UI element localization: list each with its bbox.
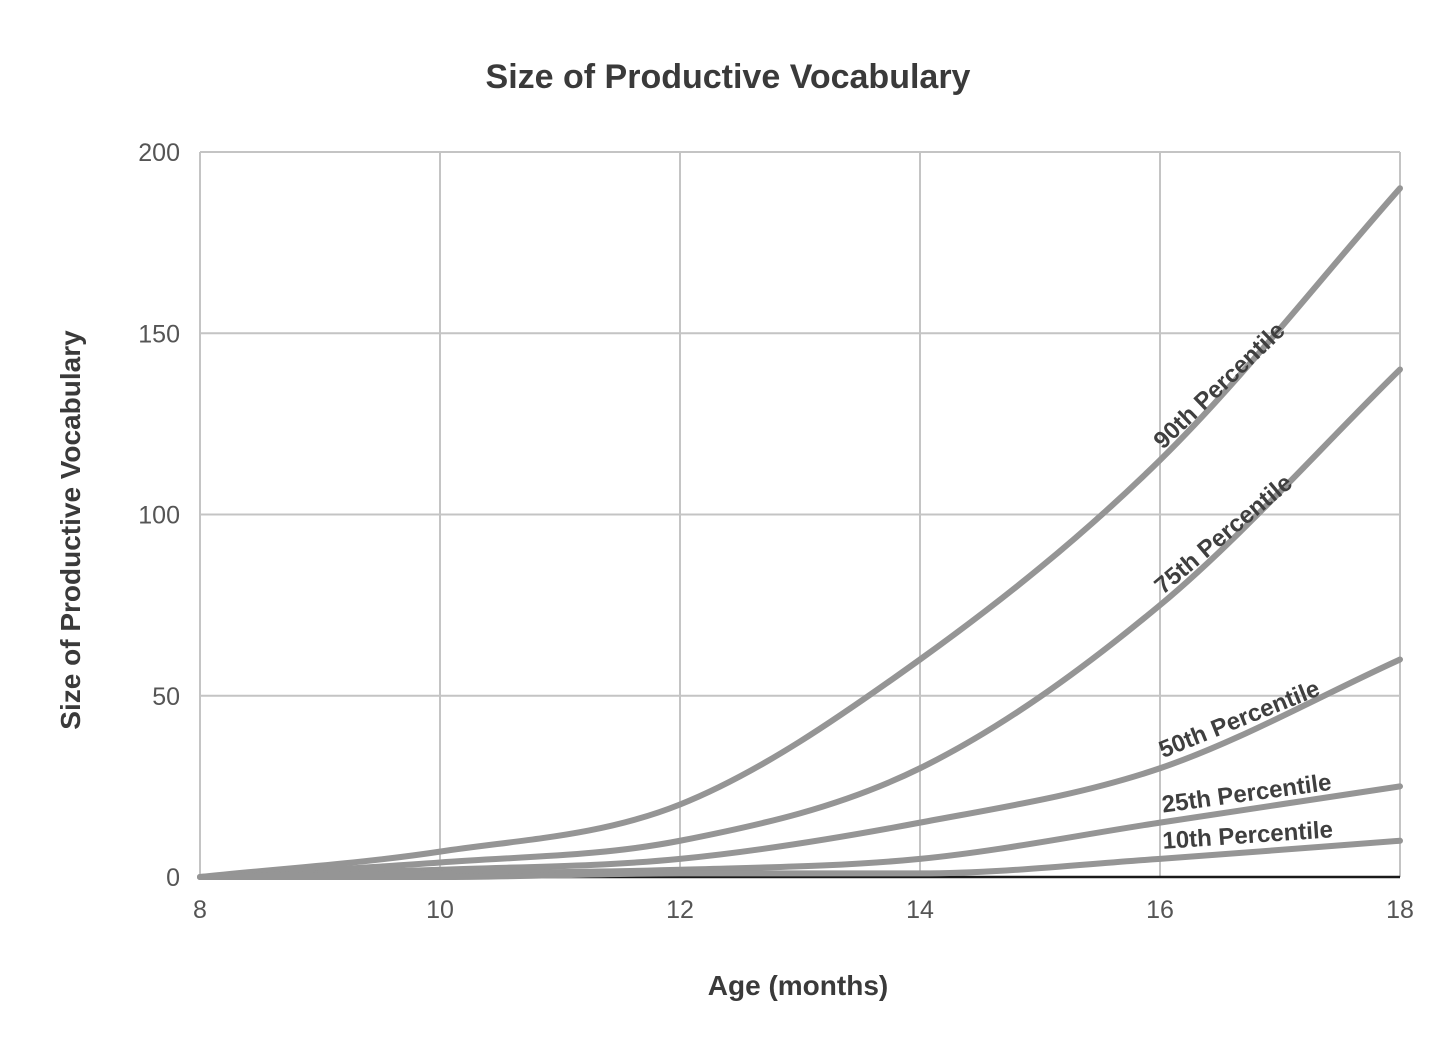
x-tick-label: 16: [1146, 896, 1174, 924]
y-axis-title: Size of Productive Vocabulary: [55, 330, 86, 730]
x-axis-title: Age (months): [708, 970, 888, 1001]
y-tick-label: 100: [138, 502, 180, 530]
x-tick-label: 8: [193, 896, 207, 924]
series-line-5: [197, 837, 1403, 881]
series-label: 75th Percentile: [1150, 469, 1298, 599]
series-lines: [197, 185, 1403, 881]
series-label: 50th Percentile: [1155, 675, 1323, 764]
x-tick-label: 18: [1386, 896, 1414, 924]
x-tick-label: 10: [426, 896, 454, 924]
series-line-3: [197, 656, 1403, 880]
series-line-2: [197, 366, 1403, 880]
y-tick-label: 50: [152, 683, 180, 711]
y-tick-label: 200: [138, 139, 180, 167]
x-tick-label: 12: [666, 896, 694, 924]
y-tick-label: 0: [166, 864, 180, 892]
gridlines: [199, 151, 1401, 879]
chart-title: Size of Productive Vocabulary: [486, 58, 971, 96]
tick-labels: 0 50 100 150 200 8 10 12 14 16 18: [138, 139, 1414, 924]
series-line-4: [197, 783, 1403, 880]
y-tick-label: 150: [138, 320, 180, 348]
x-tick-label: 14: [906, 896, 934, 924]
series-line-1: [197, 185, 1403, 880]
series-labels: 90th Percentile 75th Percentile 50th Perce…: [1148, 317, 1333, 855]
series-label: 90th Percentile: [1148, 317, 1290, 454]
